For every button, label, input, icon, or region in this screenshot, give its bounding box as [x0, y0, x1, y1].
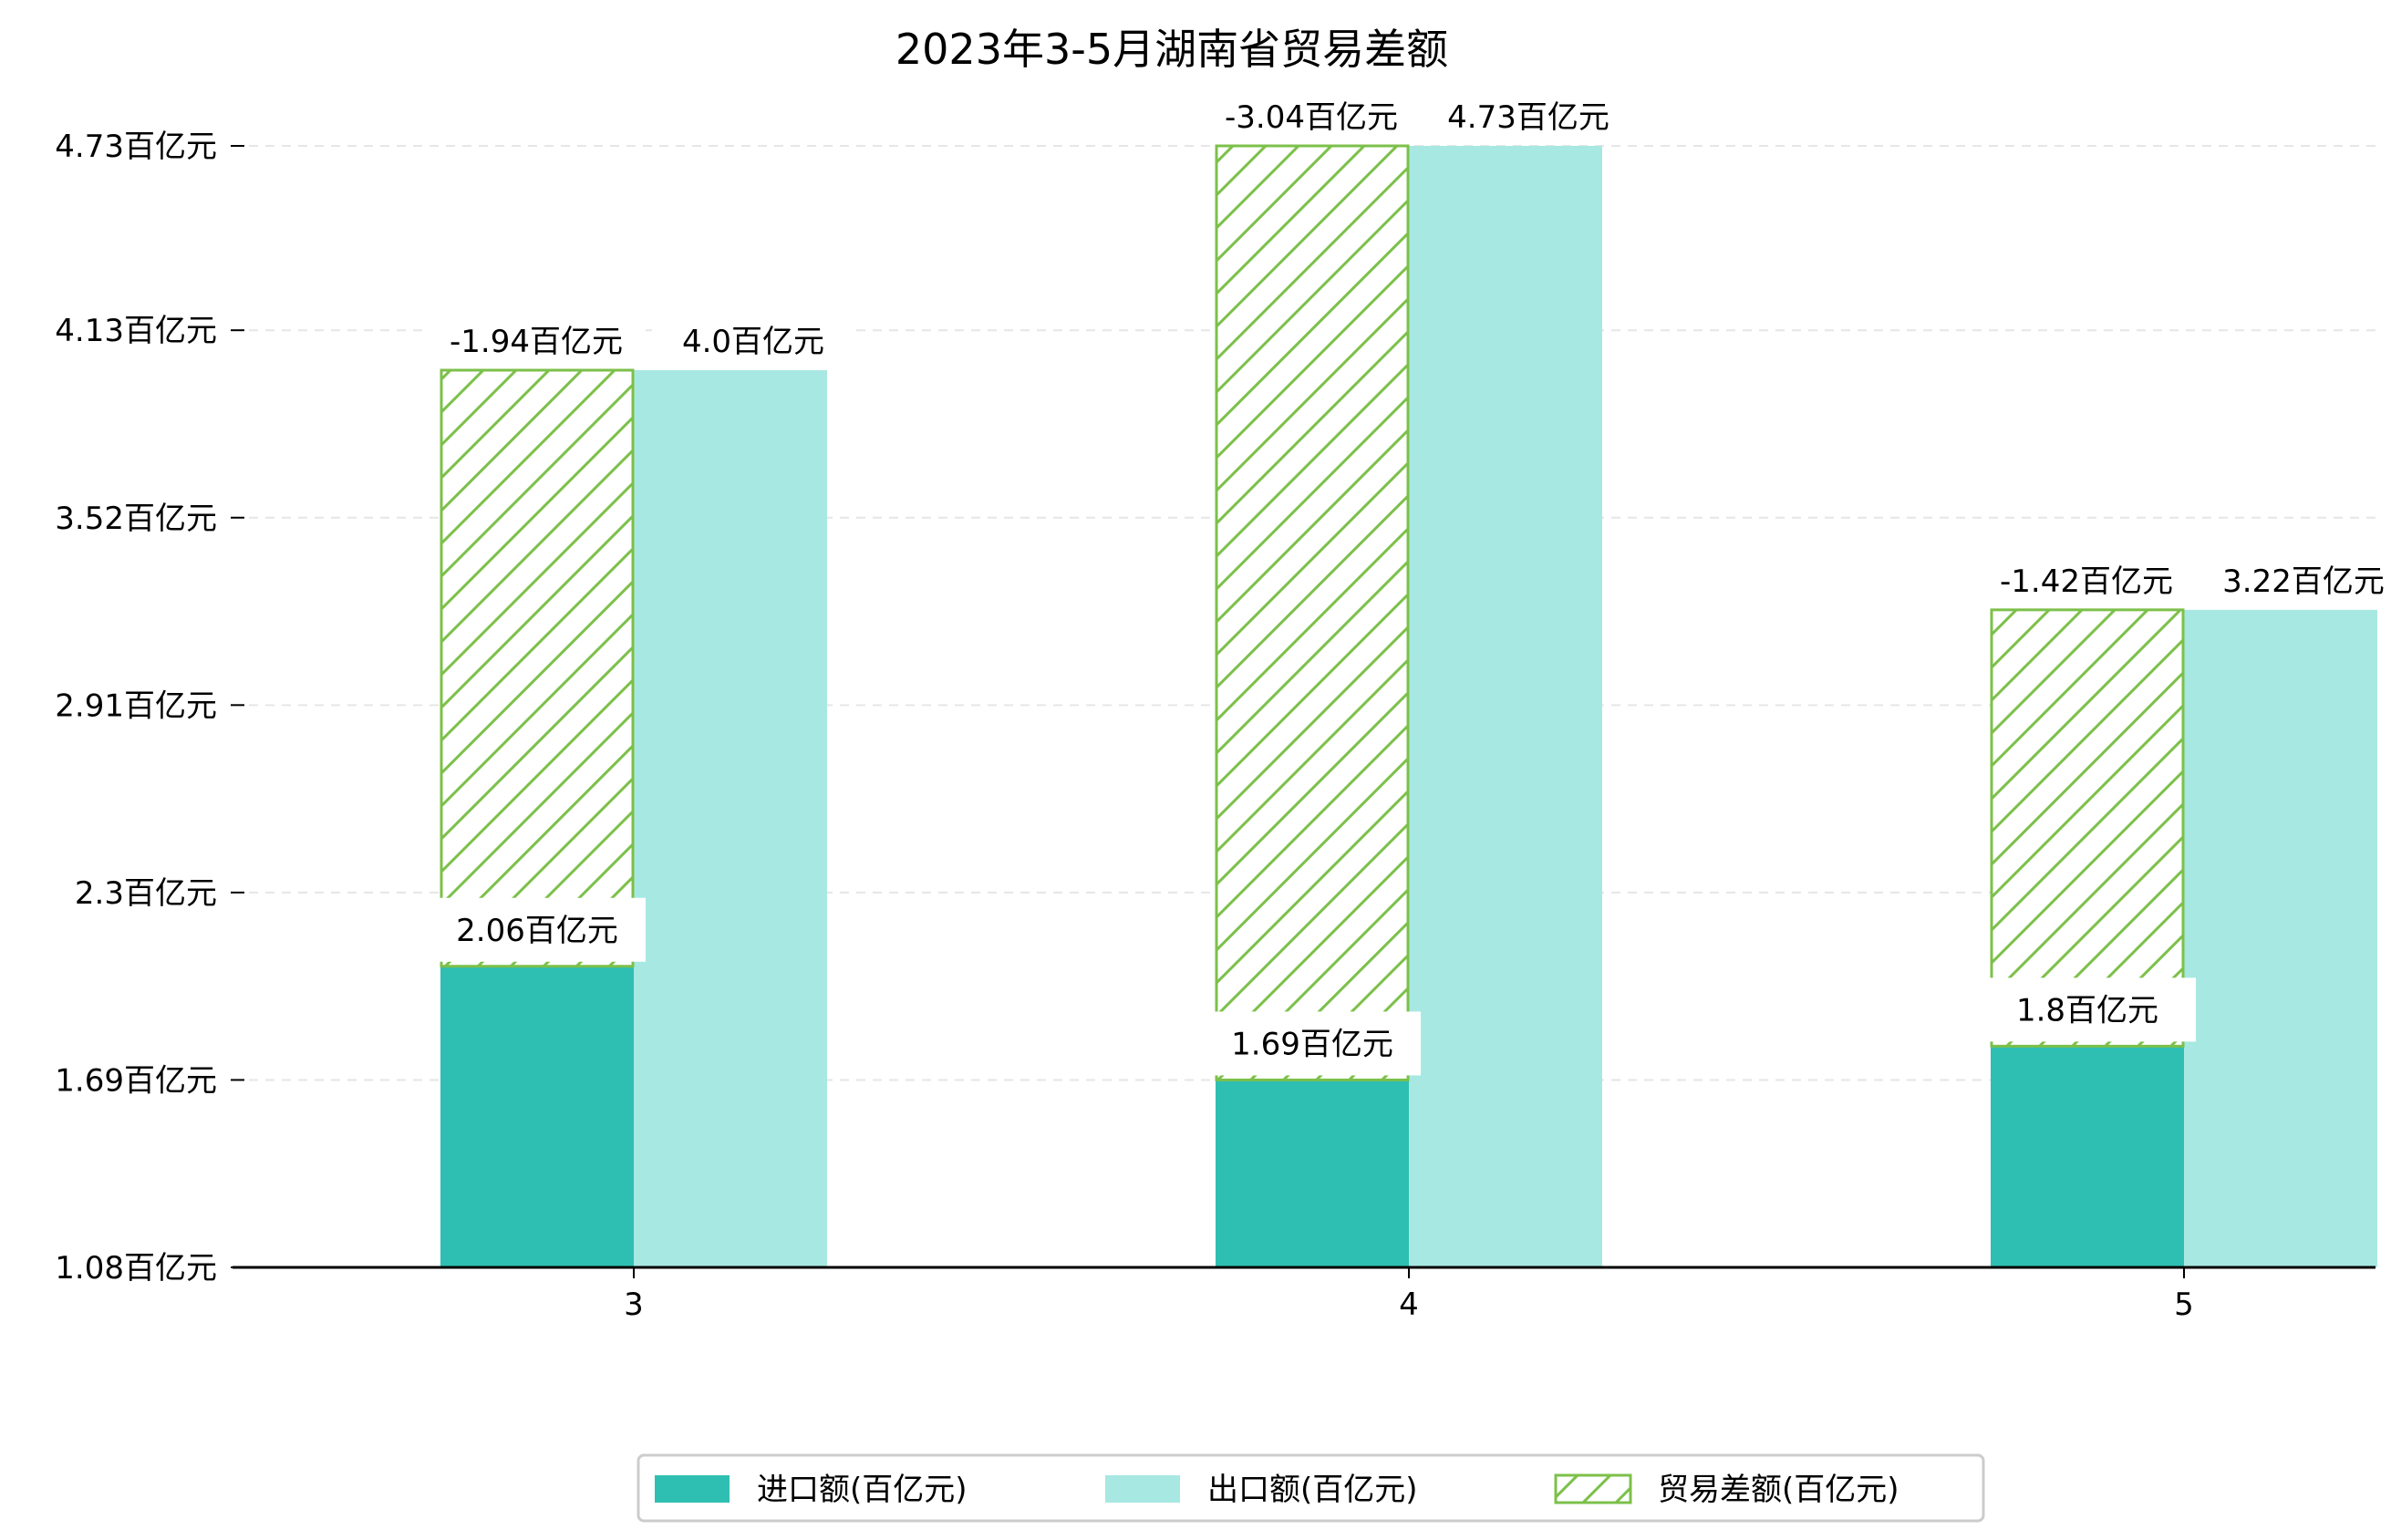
- import-bar: [1216, 1080, 1409, 1267]
- export-bar: [634, 370, 827, 1267]
- import-label-box: [1986, 977, 2196, 1042]
- import-data-label: 2.06百亿元: [456, 913, 618, 949]
- trade-balance-label-box: [1977, 554, 2196, 608]
- import-label-box: [436, 897, 646, 962]
- x-tick-label: 5: [2174, 1287, 2194, 1323]
- export-label-box: [1432, 93, 1625, 140]
- legend-swatch: [1554, 1473, 1632, 1504]
- legend-swatch: [655, 1475, 730, 1503]
- import-bar: [440, 966, 634, 1267]
- export-data-label: 4.73百亿元: [1447, 99, 1610, 136]
- import-label-box: [1211, 1011, 1421, 1076]
- y-tick-label: 2.91百亿元: [55, 687, 217, 724]
- legend-label: 贸易差额(百亿元): [1658, 1472, 1899, 1508]
- y-tick-label: 2.3百亿元: [75, 875, 217, 912]
- legend: 进口额(百亿元) 出口额(百亿元) 贸易差额(百亿元): [637, 1453, 1985, 1523]
- trade-balance-data-label: -1.94百亿元: [450, 324, 623, 360]
- trade-balance-data-label: -3.04百亿元: [1225, 99, 1398, 136]
- legend-swatch: [1105, 1475, 1180, 1503]
- y-axis: 1.08百亿元 1.69百亿元 2.3百亿元 2.91百亿元 3.52百亿元 4.13百亿…: [55, 129, 244, 1287]
- trade-balance-bar: [1990, 608, 2185, 1048]
- export-bar: [1409, 146, 1602, 1267]
- trade-balance-data-label: -1.42百亿元: [2000, 563, 2173, 600]
- trade-balance-label-box: [1202, 91, 1421, 144]
- legend-label: 出口额(百亿元): [1207, 1472, 1418, 1508]
- export-data-label: 4.0百亿元: [682, 324, 824, 360]
- export-label-box: [657, 317, 850, 365]
- export-bar: [2184, 609, 2377, 1267]
- x-tick-label: 4: [1399, 1287, 1419, 1323]
- x-tick-label: 3: [624, 1287, 644, 1323]
- y-tick-label: 3.52百亿元: [55, 501, 217, 537]
- trade-balance-bar: [440, 368, 635, 968]
- y-tick-label: 4.13百亿元: [55, 313, 217, 349]
- import-data-label: 1.69百亿元: [1231, 1026, 1393, 1062]
- x-axis: 3 4 5: [233, 1266, 2375, 1323]
- legend-label: 进口额(百亿元): [757, 1472, 968, 1508]
- export-label-box: [2207, 556, 2391, 605]
- export-data-label: 3.22百亿元: [2222, 563, 2385, 600]
- legend-box: [637, 1453, 1985, 1523]
- y-tick-label: 1.69百亿元: [55, 1062, 217, 1099]
- data-labels: 4.0百亿元 -1.94百亿元 2.06百亿元 4.73百亿元 -3.04百亿元 1.69…: [427, 91, 2391, 1076]
- bars: [440, 144, 2377, 1267]
- trade-balance-bar: [1215, 144, 1410, 1081]
- chart-title: 2023年3-5月湖南省贸易差额: [895, 25, 1448, 74]
- y-tick-label: 1.08百亿元: [55, 1250, 217, 1287]
- y-tick-label: 4.73百亿元: [55, 129, 217, 165]
- trade-balance-label-box: [427, 315, 646, 368]
- import-bar: [1991, 1046, 2184, 1267]
- import-data-label: 1.8百亿元: [2016, 992, 2158, 1028]
